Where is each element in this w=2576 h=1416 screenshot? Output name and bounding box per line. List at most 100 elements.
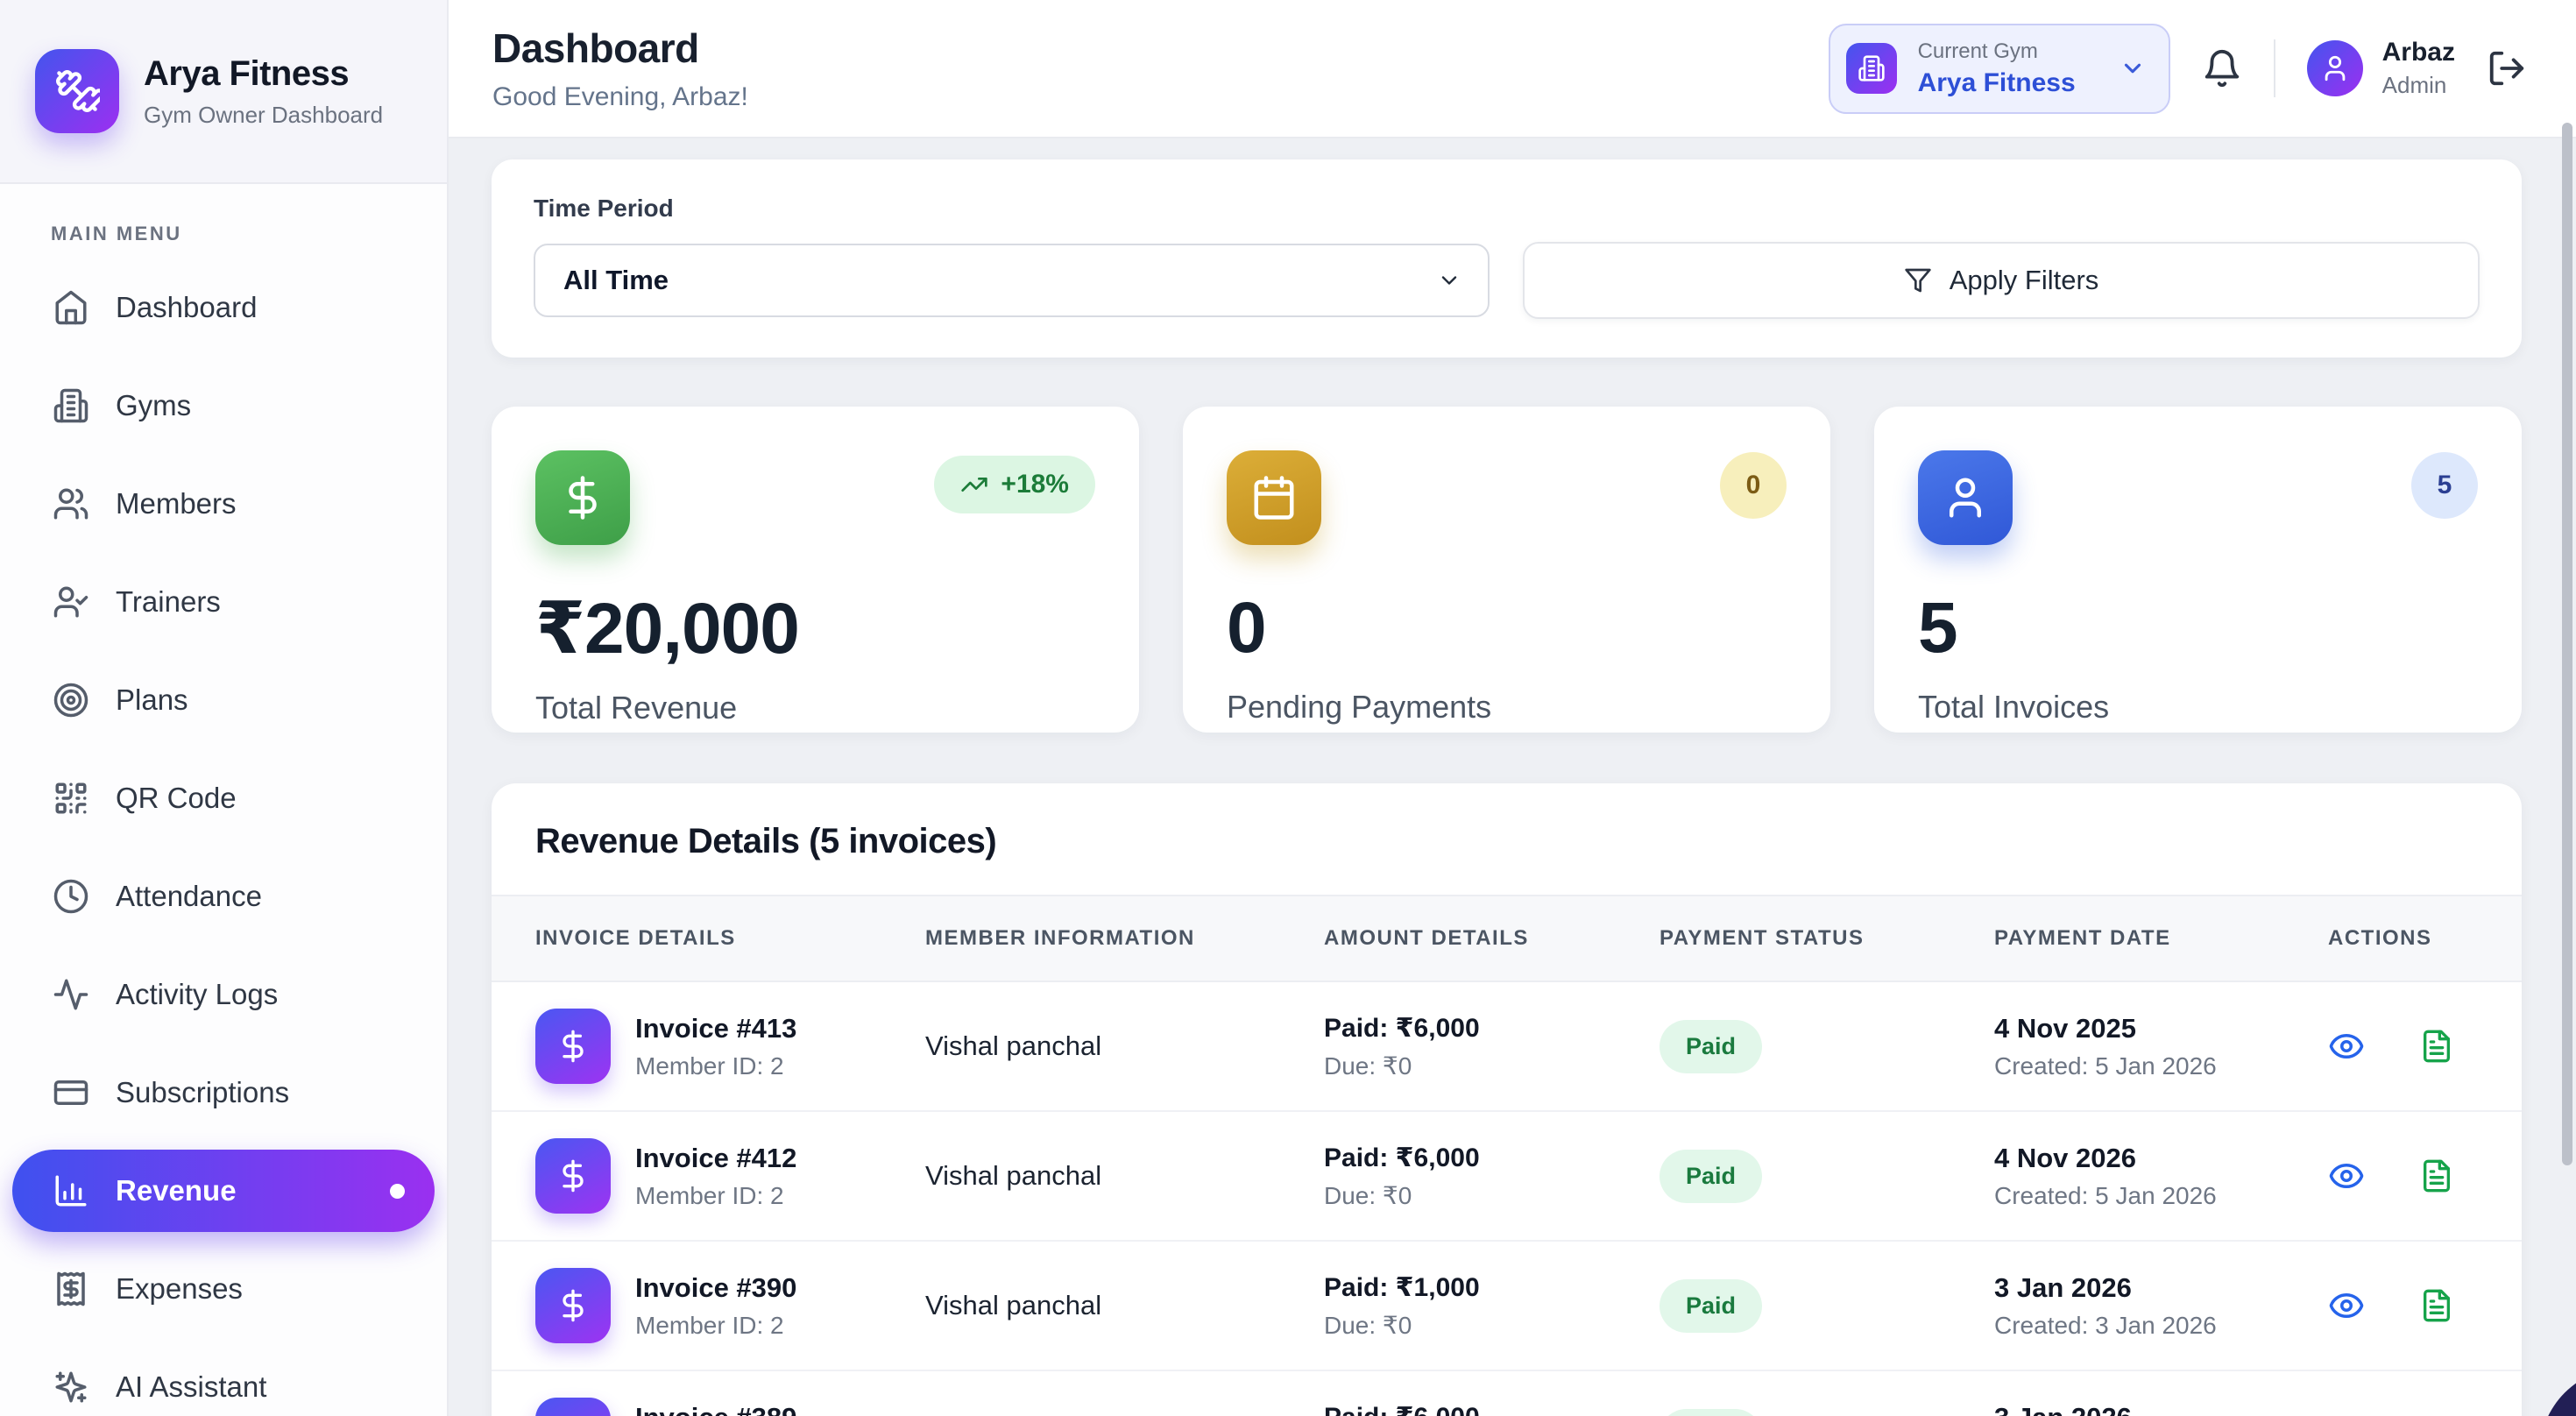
invoice-document-button[interactable]: [2419, 1158, 2454, 1193]
sidebar-item-label: Dashboard: [116, 291, 258, 323]
filter-funnel-icon: [1904, 266, 1932, 294]
dumbbell-icon: [35, 49, 119, 133]
bell-icon: [2202, 48, 2242, 88]
calendar-icon: [1227, 450, 1321, 545]
sidebar-item-members[interactable]: Members: [12, 463, 435, 545]
amount-paid: Paid: ₹1,000: [1324, 1272, 1480, 1302]
apply-filters-button[interactable]: Apply Filters: [1523, 242, 2480, 319]
invoice-number: Invoice #413: [635, 1012, 797, 1044]
status-badge: Paid: [1660, 1019, 1763, 1073]
logout-button[interactable]: [2487, 48, 2527, 88]
file-text-icon: [2419, 1158, 2454, 1193]
amount-paid: Paid: ₹6,000: [1324, 1013, 1480, 1043]
sidebar-item-attendance[interactable]: Attendance: [12, 855, 435, 938]
vertical-scrollbar[interactable]: [2562, 123, 2572, 1165]
file-text-icon: [2419, 1029, 2454, 1064]
brand: Arya Fitness Gym Owner Dashboard: [0, 0, 447, 184]
column-header: AMOUNT DETAILS: [1324, 926, 1529, 950]
payment-date: 3 Jan 2026: [1994, 1271, 2132, 1303]
member-id: Member ID: 2: [635, 1181, 784, 1209]
column-header: PAYMENT DATE: [1994, 926, 2171, 950]
count-badge: 0: [1720, 452, 1787, 519]
time-period-select[interactable]: All Time: [534, 244, 1490, 317]
table-row: Invoice #389 Member ID: 2 Vishal panchal…: [492, 1371, 2522, 1416]
member-name: Vishal panchal: [925, 1160, 1102, 1191]
qr-code-icon: [53, 780, 89, 817]
file-text-icon: [2419, 1288, 2454, 1323]
activity-icon: [53, 976, 89, 1013]
view-invoice-button[interactable]: [2328, 1158, 2365, 1194]
main-area: Dashboard Good Evening, Arbaz! Current G…: [449, 0, 2576, 1416]
target-icon: [53, 682, 89, 719]
user-icon: [1918, 450, 2013, 545]
building-icon: [53, 387, 89, 424]
current-gym-selector[interactable]: Current Gym Arya Fitness: [1828, 23, 2170, 114]
user-menu[interactable]: Arbaz Admin: [2306, 38, 2455, 99]
view-invoice-button[interactable]: [2328, 1028, 2365, 1065]
sidebar-item-subscriptions[interactable]: Subscriptions: [12, 1051, 435, 1134]
gym-building-icon: [1845, 43, 1897, 94]
sidebar-item-label: AI Assistant: [116, 1370, 267, 1403]
greeting-text: Good Evening, Arbaz!: [492, 82, 748, 111]
dollar-icon: [535, 450, 630, 545]
user-name: Arbaz: [2381, 38, 2455, 67]
stat-value: 5: [1918, 588, 1958, 668]
trend-badge: +18%: [934, 456, 1095, 513]
stats-row: +18% ₹20,000 Total Revenue 0 0 Pending P…: [492, 407, 2522, 733]
sidebar-item-label: Activity Logs: [116, 978, 279, 1010]
invoice-dollar-icon: [535, 1009, 611, 1084]
invoice-dollar-icon: [535, 1138, 611, 1214]
column-header: ACTIONS: [2328, 926, 2432, 950]
user-check-icon: [53, 584, 89, 620]
count-badge: 5: [2411, 452, 2478, 519]
sidebar-item-ai-assistant[interactable]: AI Assistant: [12, 1346, 435, 1416]
stat-value: 0: [1227, 588, 1267, 668]
user-icon: [2320, 53, 2350, 83]
menu-section-label: MAIN MENU: [51, 223, 182, 244]
receipt-icon: [53, 1271, 89, 1307]
sidebar-item-revenue[interactable]: Revenue: [12, 1150, 435, 1232]
invoice-dollar-icon: [535, 1268, 611, 1343]
topbar: Dashboard Good Evening, Arbaz! Current G…: [449, 0, 2576, 138]
apply-filters-label: Apply Filters: [1949, 265, 2099, 295]
sidebar-item-plans[interactable]: Plans: [12, 659, 435, 741]
sidebar-item-dashboard[interactable]: Dashboard: [12, 266, 435, 349]
sidebar-item-activity-logs[interactable]: Activity Logs: [12, 953, 435, 1036]
stat-value: ₹20,000: [535, 589, 800, 669]
invoice-document-button[interactable]: [2419, 1029, 2454, 1064]
amount-paid: Paid: ₹6,000: [1324, 1402, 1660, 1416]
created-date: Created: 5 Jan 2026: [1994, 1051, 2217, 1080]
sidebar-item-qr-code[interactable]: QR Code: [12, 757, 435, 839]
clock-icon: [53, 878, 89, 915]
notifications-button[interactable]: [2202, 48, 2242, 88]
payment-date: 4 Nov 2025: [1994, 1012, 2136, 1044]
eye-icon: [2328, 1158, 2365, 1194]
payment-date: 4 Nov 2026: [1994, 1142, 2136, 1173]
payment-date: 3 Jan 2026: [1994, 1402, 2328, 1416]
eye-icon: [2328, 1287, 2365, 1324]
invoice-document-button[interactable]: [2419, 1288, 2454, 1323]
sidebar-menu: Dashboard Gyms Members Trainers Plans QR…: [0, 266, 447, 1416]
member-id: Member ID: 2: [635, 1051, 784, 1080]
home-icon: [53, 289, 89, 326]
content-area: Time Period All Time Apply Filters: [449, 138, 2576, 1416]
stat-label: Pending Payments: [1227, 689, 1492, 725]
sidebar-item-trainers[interactable]: Trainers: [12, 561, 435, 643]
sidebar-item-gyms[interactable]: Gyms: [12, 365, 435, 447]
member-name: Vishal panchal: [925, 1030, 1102, 1061]
revenue-details-card: Revenue Details (5 invoices) INVOICE DET…: [492, 783, 2522, 1416]
stat-card-total-invoices: 5 5 Total Invoices: [1874, 407, 2522, 733]
view-invoice-button[interactable]: [2328, 1287, 2365, 1324]
sidebar: Arya Fitness Gym Owner Dashboard MAIN ME…: [0, 0, 449, 1416]
amount-due: Due: ₹0: [1324, 1051, 1412, 1080]
sidebar-item-label: Members: [116, 487, 237, 520]
stat-label: Total Revenue: [535, 690, 738, 726]
invoice-number: Invoice #412: [635, 1142, 797, 1173]
stat-card-pending-payments: 0 0 Pending Payments: [1183, 407, 1830, 733]
status-badge: Paid: [1660, 1149, 1763, 1203]
stat-label: Total Invoices: [1918, 689, 2110, 725]
table-row: Invoice #412 Member ID: 2 Vishal panchal…: [492, 1112, 2522, 1242]
chevron-down-icon: [1437, 268, 1461, 293]
member-id: Member ID: 2: [635, 1311, 784, 1339]
sidebar-item-expenses[interactable]: Expenses: [12, 1248, 435, 1330]
